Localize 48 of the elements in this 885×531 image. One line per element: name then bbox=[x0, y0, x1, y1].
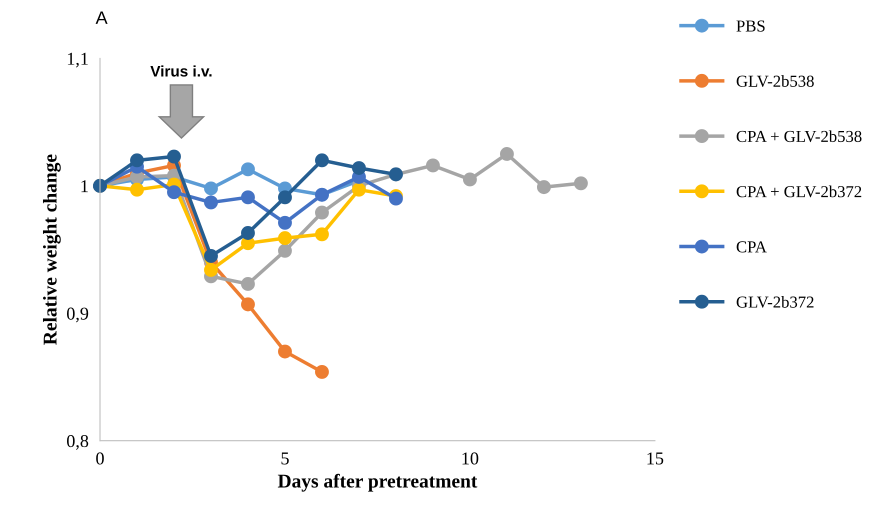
point bbox=[241, 162, 255, 176]
y-axis-title: Relative weight change bbox=[42, 154, 61, 345]
point bbox=[426, 158, 440, 172]
y-tick-label: 1,1 bbox=[68, 52, 88, 68]
text: A bbox=[96, 11, 108, 24]
point bbox=[315, 227, 329, 242]
y-tick-label: 0,9 bbox=[67, 308, 88, 322]
point bbox=[315, 153, 329, 168]
point bbox=[204, 195, 218, 210]
point bbox=[130, 182, 144, 197]
point bbox=[278, 344, 292, 358]
legend-label: GLV-2b372 bbox=[736, 296, 814, 308]
point bbox=[352, 161, 366, 175]
point bbox=[278, 244, 292, 258]
x-tick-label: 0 bbox=[96, 452, 104, 465]
point bbox=[389, 192, 403, 206]
point bbox=[278, 231, 292, 246]
y-tick-label: 0,8 bbox=[67, 434, 88, 450]
point bbox=[536, 180, 551, 194]
point bbox=[278, 190, 292, 204]
point bbox=[315, 364, 329, 379]
y-tick-label: 1 bbox=[81, 180, 88, 192]
point bbox=[315, 206, 329, 220]
legend-label: GLV-2b538 bbox=[736, 75, 814, 87]
x-axis-title: Days after pretreatment bbox=[278, 474, 478, 492]
annotation: Virus i.v. bbox=[150, 65, 212, 77]
point bbox=[241, 190, 255, 204]
point bbox=[167, 150, 181, 164]
legend-label: CPA + GLV-2b372 bbox=[736, 186, 862, 198]
point bbox=[352, 182, 366, 197]
point bbox=[241, 297, 255, 312]
point bbox=[167, 185, 181, 200]
point bbox=[204, 263, 218, 277]
legend-label: PBS bbox=[736, 20, 765, 32]
point bbox=[500, 147, 514, 161]
x-tick-label: 10 bbox=[462, 452, 478, 465]
x-tick-label: 5 bbox=[282, 452, 289, 465]
point bbox=[241, 226, 255, 240]
legend-label: CPA + GLV-2b538 bbox=[736, 130, 862, 142]
point bbox=[204, 181, 218, 196]
point bbox=[574, 176, 588, 190]
legend-label: CPA bbox=[736, 241, 767, 253]
point bbox=[241, 277, 255, 291]
point bbox=[278, 216, 292, 230]
point bbox=[462, 172, 477, 186]
point bbox=[204, 248, 218, 263]
x-tick-label: 15 bbox=[647, 452, 664, 465]
point bbox=[130, 153, 144, 168]
